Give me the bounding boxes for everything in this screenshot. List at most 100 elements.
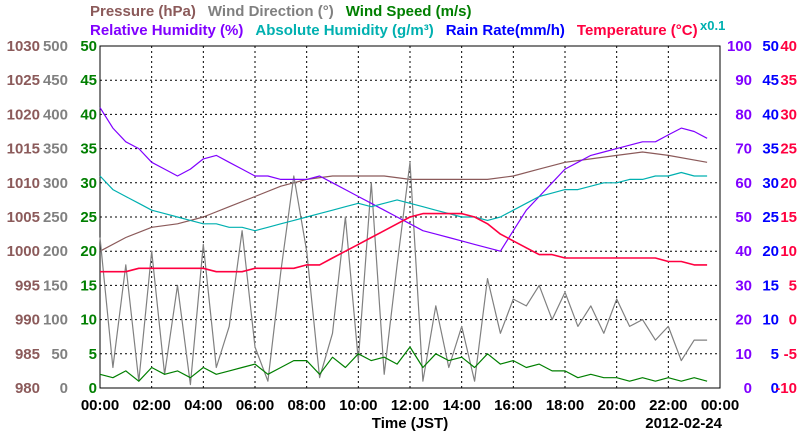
tick-label-relative-humidity: 10 (735, 346, 752, 363)
tick-label-temperature: -10 (775, 380, 797, 397)
tick-label-pressure: 995 (15, 277, 40, 294)
tick-label-x: 10:00 (339, 397, 377, 414)
tick-label-x: 00:00 (81, 397, 119, 414)
legend: Pressure (hPa) Wind Direction (°) Wind Spe… (90, 3, 725, 39)
tick-label-rain-rate: 15 (762, 277, 779, 294)
tick-label-temperature: 0 (789, 312, 797, 329)
tick-label-relative-humidity: 30 (735, 277, 752, 294)
tick-label-rain-rate: 30 (762, 175, 779, 192)
tick-label-wind-direction: 300 (43, 175, 68, 192)
tick-label-wind-speed: 50 (80, 38, 97, 55)
tick-label-relative-humidity: 80 (735, 106, 752, 123)
tick-label-temperature: 40 (780, 38, 797, 55)
tick-label-relative-humidity: 0 (744, 380, 752, 397)
tick-label-temperature: 30 (780, 106, 797, 123)
x-axis-label: Time (JST) (372, 415, 448, 432)
tick-label-wind-direction: 100 (43, 312, 68, 329)
tick-label-rain-rate: 45 (762, 72, 779, 89)
tick-label-temperature: 35 (780, 72, 797, 89)
tick-label-relative-humidity: 40 (735, 243, 752, 260)
tick-label-wind-speed: 0 (89, 380, 97, 397)
tick-label-wind-direction: 200 (43, 243, 68, 260)
legend-wind-direction: Wind Direction (°) (208, 3, 334, 20)
tick-label-x: 20:00 (597, 397, 635, 414)
scale-note: x0.1 (700, 18, 725, 33)
tick-label-wind-direction: 50 (51, 346, 68, 363)
tick-label-temperature: 5 (789, 277, 797, 294)
legend-temperature: Temperature (°C) (577, 22, 698, 39)
tick-label-x: 18:00 (546, 397, 584, 414)
tick-label-relative-humidity: 50 (735, 209, 752, 226)
tick-label-pressure: 990 (15, 312, 40, 329)
tick-label-pressure: 1000 (7, 243, 40, 260)
tick-label-temperature: 25 (780, 141, 797, 158)
tick-label-wind-direction: 0 (60, 380, 68, 397)
tick-label-rain-rate: 25 (762, 209, 779, 226)
tick-label-rain-rate: 20 (762, 243, 779, 260)
tick-label-rain-rate: 10 (762, 312, 779, 329)
series-absolute-humidity (99, 171, 708, 232)
tick-label-x: 00:00 (701, 397, 739, 414)
axes: 1030102510201015101010051000995990985980… (7, 38, 797, 432)
tick-label-pressure: 1015 (7, 141, 40, 158)
tick-label-relative-humidity: 100 (727, 38, 752, 55)
tick-label-x: 06:00 (236, 397, 274, 414)
legend-absolute-humidity: Absolute Humidity (g/m³) (255, 22, 433, 39)
tick-label-wind-speed: 25 (80, 209, 97, 226)
legend-rain-rate: Rain Rate(mm/h) (446, 22, 565, 39)
series-layer (99, 107, 708, 386)
tick-label-rain-rate: 40 (762, 106, 779, 123)
series-relative-humidity (99, 107, 708, 252)
tick-label-temperature: -5 (784, 346, 797, 363)
series-pressure (99, 151, 708, 252)
tick-label-wind-direction: 350 (43, 141, 68, 158)
series-wind-speed (99, 346, 708, 382)
tick-label-pressure: 985 (15, 346, 40, 363)
legend-wind-speed: Wind Speed (m/s) (346, 3, 472, 20)
tick-label-x: 16:00 (494, 397, 532, 414)
legend-pressure: Pressure (hPa) (90, 3, 196, 20)
tick-label-pressure: 1005 (7, 209, 40, 226)
tick-label-rain-rate: 0 (771, 380, 779, 397)
series-temperature (100, 212, 708, 273)
tick-label-pressure: 1010 (7, 175, 40, 192)
tick-label-wind-speed: 5 (89, 346, 97, 363)
tick-label-wind-speed: 30 (80, 175, 97, 192)
tick-label-wind-speed: 45 (80, 72, 97, 89)
tick-label-wind-direction: 150 (43, 277, 68, 294)
tick-label-wind-direction: 500 (43, 38, 68, 55)
tick-label-pressure: 1020 (7, 106, 40, 123)
tick-label-x: 02:00 (132, 397, 170, 414)
tick-label-x: 04:00 (184, 397, 222, 414)
tick-label-x: 22:00 (649, 397, 687, 414)
tick-label-x: 14:00 (442, 397, 480, 414)
tick-label-wind-speed: 35 (80, 141, 97, 158)
series-wind-direction (99, 161, 708, 386)
tick-label-wind-direction: 400 (43, 106, 68, 123)
tick-label-relative-humidity: 20 (735, 312, 752, 329)
tick-label-x: 12:00 (391, 397, 429, 414)
tick-label-relative-humidity: 70 (735, 141, 752, 158)
tick-label-pressure: 1030 (7, 38, 40, 55)
tick-label-temperature: 10 (780, 243, 797, 260)
tick-label-temperature: 20 (780, 175, 797, 192)
tick-label-wind-speed: 10 (80, 312, 97, 329)
tick-label-temperature: 15 (780, 209, 797, 226)
tick-label-rain-rate: 50 (762, 38, 779, 55)
tick-label-pressure: 1025 (7, 72, 40, 89)
tick-label-relative-humidity: 60 (735, 175, 752, 192)
date-label: 2012-02-24 (645, 415, 722, 432)
tick-label-rain-rate: 35 (762, 141, 779, 158)
tick-label-relative-humidity: 90 (735, 72, 752, 89)
tick-label-wind-direction: 250 (43, 209, 68, 226)
tick-label-pressure: 980 (15, 380, 40, 397)
tick-label-wind-speed: 20 (80, 243, 97, 260)
tick-label-x: 08:00 (287, 397, 325, 414)
tick-label-wind-speed: 15 (80, 277, 97, 294)
tick-label-wind-direction: 450 (43, 72, 68, 89)
legend-relative-humidity: Relative Humidity (%) (90, 22, 243, 39)
tick-label-wind-speed: 40 (80, 106, 97, 123)
tick-label-rain-rate: 5 (771, 346, 779, 363)
